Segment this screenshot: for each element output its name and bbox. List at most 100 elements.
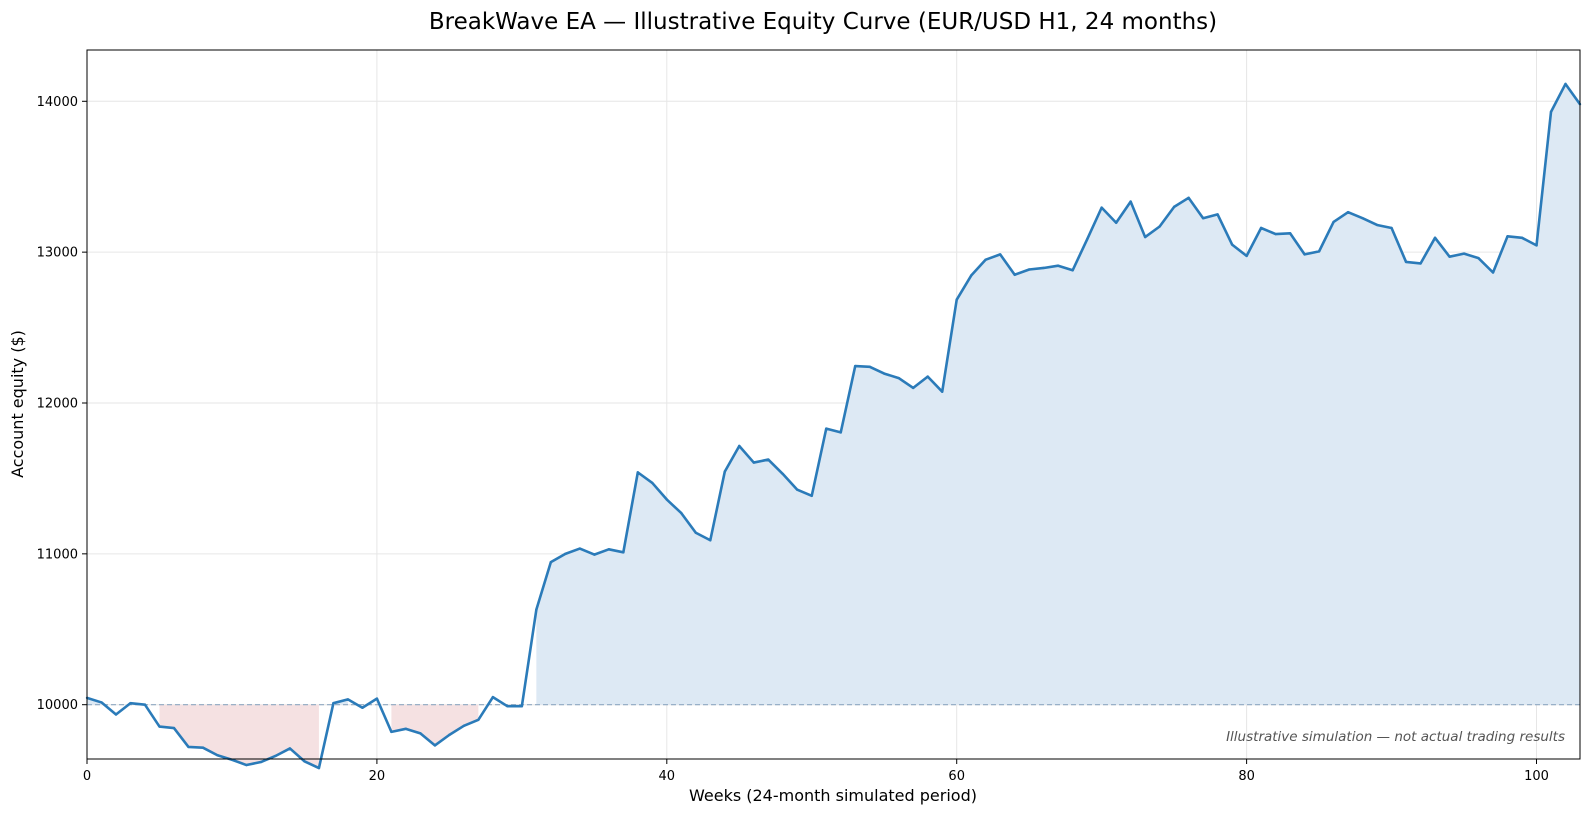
equity-point: [390, 730, 393, 734]
equity-point: [1520, 236, 1524, 240]
equity-point: [201, 746, 205, 749]
equity-point: [1332, 220, 1335, 224]
equity-point: [970, 274, 973, 277]
equity-point: [767, 458, 770, 461]
x-tick-label: 20: [369, 769, 386, 784]
equity-point: [1245, 254, 1248, 258]
equity-point: [1013, 273, 1016, 276]
equity-point: [245, 763, 248, 767]
y-tick-label: 10000: [37, 698, 78, 713]
equity-point: [506, 705, 509, 708]
equity-point: [883, 372, 886, 375]
x-tick-label: 100: [1524, 769, 1549, 784]
equity-point: [535, 608, 538, 611]
equity-point: [1187, 196, 1190, 200]
equity-point: [1433, 236, 1437, 240]
equity-point: [854, 364, 857, 368]
equity-point: [868, 365, 871, 368]
equity-point: [1506, 235, 1509, 238]
drawdown-area: [391, 704, 479, 746]
equity-point: [1143, 235, 1147, 239]
equity-point: [1071, 269, 1074, 272]
equity-point: [941, 390, 944, 393]
equity-point: [317, 766, 321, 770]
equity-point: [187, 745, 190, 749]
equity-point: [810, 494, 813, 497]
disclaimer-annotation: Illustrative simulation — not actual tra…: [1226, 729, 1565, 745]
y-axis-label: Account equity ($): [8, 330, 27, 478]
equity-point: [781, 472, 784, 476]
chart-title: BreakWave EA — Illustrative Equity Curve…: [429, 9, 1217, 35]
equity-point: [143, 703, 147, 706]
equity-point: [462, 724, 466, 728]
equity-point: [1158, 225, 1161, 228]
equity-point: [1477, 256, 1480, 260]
y-tick-label: 11000: [37, 547, 78, 562]
equity-point: [694, 531, 697, 534]
equity-point: [1056, 264, 1060, 267]
equity-point: [1129, 200, 1132, 203]
equity-point: [912, 386, 915, 390]
equity-point: [636, 471, 640, 474]
equity-point: [607, 548, 611, 551]
equity-point: [1404, 260, 1408, 264]
plot-frame: [86, 49, 1581, 760]
equity-point: [158, 725, 161, 728]
y-axis-ticks: 10000 11000 12000 13000 14000: [37, 95, 87, 713]
equity-point: [1549, 110, 1553, 114]
equity-point: [1419, 262, 1422, 265]
equity-point: [549, 560, 553, 564]
equity-point: [622, 551, 625, 554]
equity-point: [1172, 205, 1176, 209]
gain-area: [536, 83, 1580, 705]
y-tick-label: 12000: [37, 396, 78, 411]
equity-point: [665, 498, 669, 501]
equity-point: [1390, 226, 1393, 230]
equity-point: [1491, 271, 1495, 274]
equity-point: [752, 461, 755, 464]
equity-point: [274, 754, 277, 758]
equity-point: [346, 698, 350, 701]
equity-point: [100, 701, 103, 704]
equity-point: [709, 539, 712, 542]
equity-point: [303, 760, 306, 763]
equity-point: [796, 488, 799, 491]
equity-point: [897, 376, 900, 380]
equity-line: [86, 82, 1582, 770]
equity-point: [1100, 206, 1103, 209]
equity-point: [1535, 244, 1538, 247]
equity-point: [651, 481, 654, 485]
equity-point: [680, 511, 683, 515]
equity-point: [1303, 253, 1306, 256]
area-fills: [87, 83, 1580, 769]
equity-point: [448, 733, 451, 737]
equity-point: [114, 713, 118, 716]
equity-point: [998, 253, 1002, 256]
equity-point: [1085, 238, 1089, 241]
equity-point: [1375, 223, 1379, 227]
x-axis-ticks: 0 20 40 60 80 100: [83, 759, 1549, 784]
equity-point: [491, 695, 495, 699]
equity-point: [419, 732, 422, 735]
equity-point: [1448, 255, 1451, 258]
equity-point: [738, 444, 741, 448]
equity-point: [1027, 268, 1031, 271]
equity-point: [404, 727, 408, 731]
equity-point: [1259, 226, 1263, 230]
equity-point: [361, 706, 364, 709]
equity-point: [1462, 252, 1466, 255]
equity-point: [1201, 216, 1205, 220]
equity-point: [477, 718, 480, 721]
y-tick-label: 13000: [37, 246, 78, 261]
equity-point: [332, 701, 335, 705]
equity-point: [129, 701, 132, 705]
equity-point: [1042, 266, 1045, 270]
equity-point: [723, 470, 726, 473]
equity-point: [1216, 213, 1219, 216]
equity-point: [259, 760, 263, 764]
equity-point: [172, 726, 176, 730]
equity-point: [578, 547, 582, 550]
equity-point: [1346, 210, 1350, 214]
drawdown-area: [159, 704, 319, 769]
equity-point: [216, 754, 219, 757]
